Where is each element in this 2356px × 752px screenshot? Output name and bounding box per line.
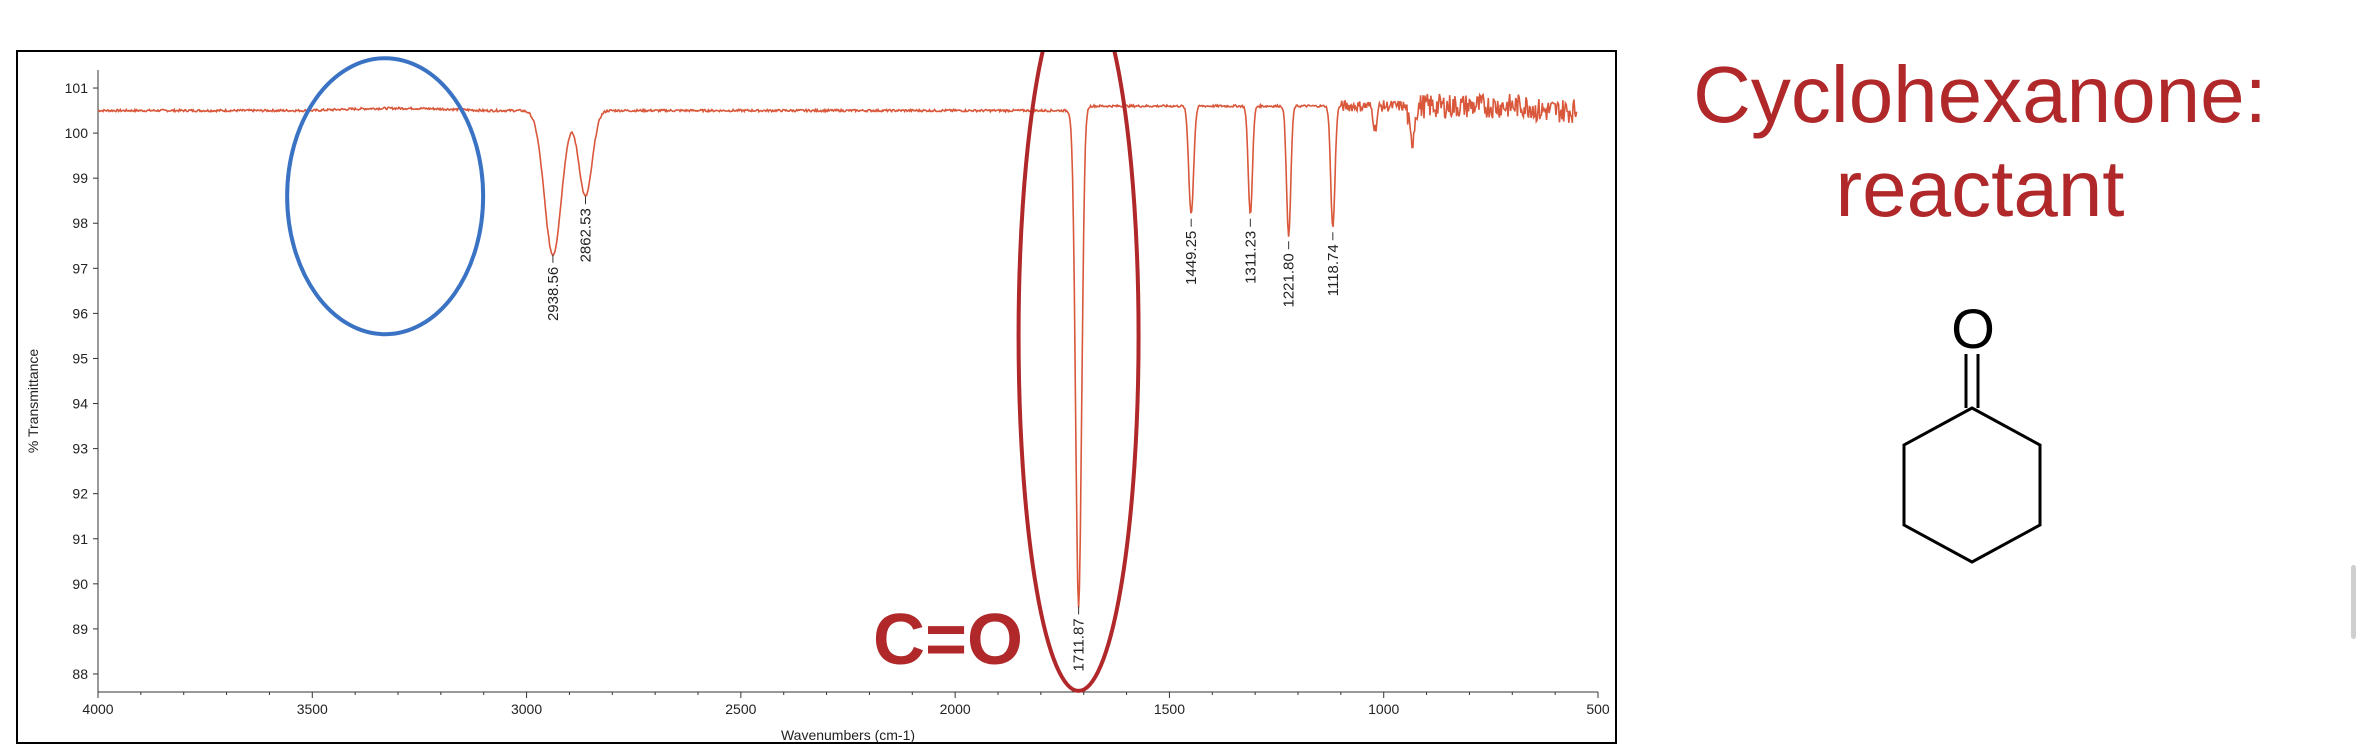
oh-region-ellipse xyxy=(285,56,486,337)
carbonyl-double-bond xyxy=(1964,354,1980,408)
compound-title: Cyclohexanone: reactant xyxy=(1620,48,2340,236)
peak-label: 1311.23 xyxy=(1242,231,1259,284)
y-tick-label: 101 xyxy=(65,80,89,96)
x-tick-label: 2000 xyxy=(940,701,971,717)
x-tick-label: 500 xyxy=(1586,701,1610,717)
spectrum-line xyxy=(97,92,1578,608)
y-tick-label: 100 xyxy=(65,125,89,141)
carbonyl-annotation: C=O xyxy=(873,600,1023,680)
compound-name: Cyclohexanone: xyxy=(1693,50,2267,139)
cyclohexanone-structure: O xyxy=(1902,297,2042,564)
spectrum-plot: 88 89 90 91 92 93 94 95 96 97 98 99 100 101 4000 3500 30… xyxy=(25,52,1610,743)
ir-spectrum-chart: 88 89 90 91 92 93 94 95 96 97 98 99 100 101 4000 3500 30… xyxy=(16,50,1617,744)
scrollbar-handle[interactable] xyxy=(2351,565,2356,639)
y-tick-label: 92 xyxy=(72,486,88,502)
peak-label: 2862.53 xyxy=(577,208,594,262)
y-tick-label: 88 xyxy=(72,666,88,682)
y-tick-label: 98 xyxy=(72,215,88,231)
y-tick-label: 89 xyxy=(72,621,88,637)
x-tick-label: 1500 xyxy=(1154,701,1185,717)
oxygen-atom-label: O xyxy=(1951,297,1995,360)
y-tick-label: 94 xyxy=(72,396,88,412)
y-tick-label: 95 xyxy=(72,350,88,366)
y-tick-label: 91 xyxy=(72,531,88,547)
peak-label: 2938.56 xyxy=(545,267,562,321)
y-tick-label: 97 xyxy=(72,260,88,276)
peak-label: 1711.87 xyxy=(1071,618,1088,671)
peak-label: 1118.74 xyxy=(1325,244,1342,296)
y-axis-label: % Transmittance xyxy=(25,349,41,453)
x-tick-label: 2500 xyxy=(725,701,756,717)
carbonyl-region-ellipse xyxy=(1016,52,1141,693)
x-tick-label: 3500 xyxy=(297,701,328,717)
y-tick-label: 93 xyxy=(72,441,88,457)
x-tick-label: 4000 xyxy=(82,701,113,717)
compound-role: reactant xyxy=(1835,144,2125,233)
y-tick-label: 99 xyxy=(72,170,88,186)
peak-label: 1449.25 xyxy=(1183,231,1200,285)
x-axis-label: Wavenumbers (cm-1) xyxy=(781,727,915,743)
y-tick-label: 90 xyxy=(72,576,88,592)
peak-label: 1221.80 xyxy=(1281,253,1298,307)
cyclohexane-ring xyxy=(1902,406,2042,564)
x-tick-label: 3000 xyxy=(511,701,542,717)
x-tick-label: 1000 xyxy=(1368,701,1399,717)
y-tick-label: 96 xyxy=(72,305,88,321)
